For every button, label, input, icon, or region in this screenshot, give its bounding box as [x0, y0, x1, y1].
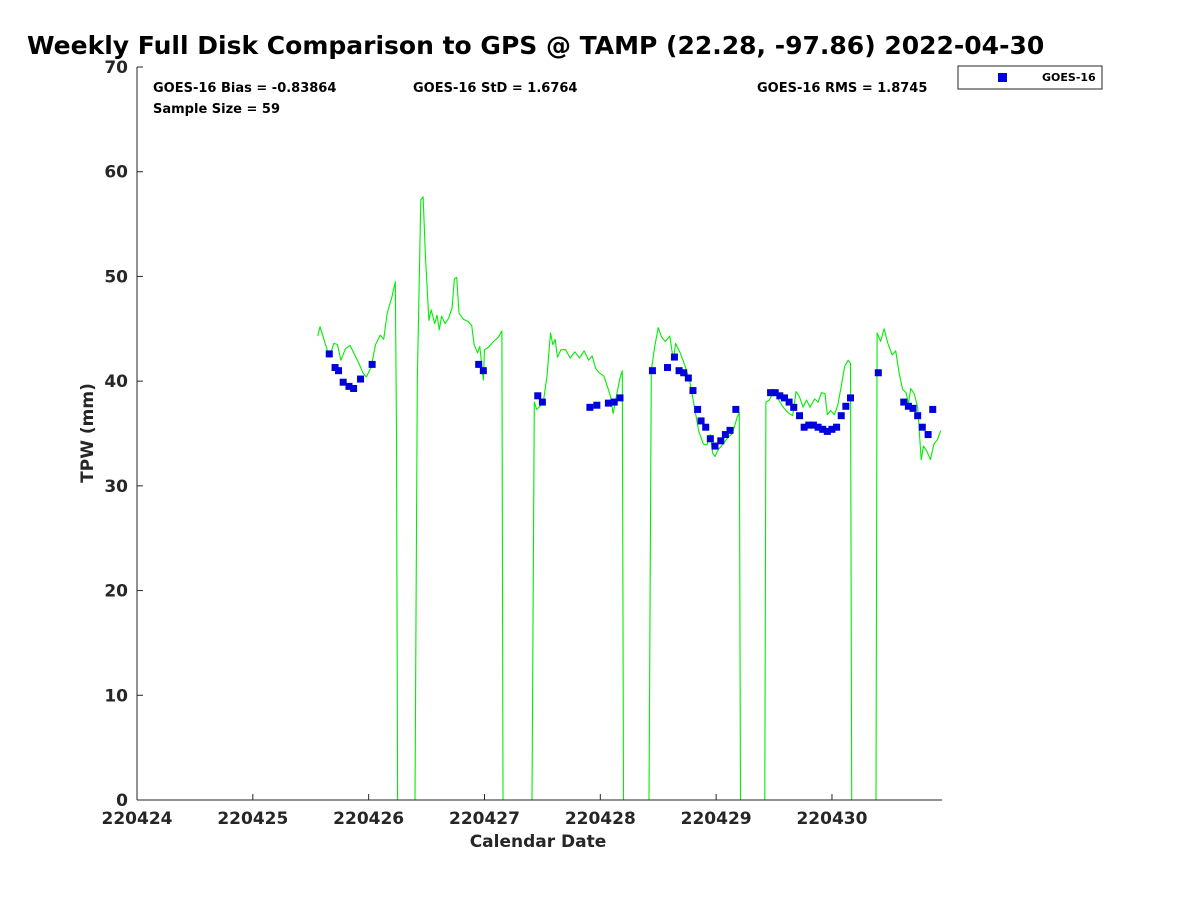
goes-data-point: [586, 403, 594, 411]
goes-data-point: [842, 402, 850, 410]
goes-data-point: [800, 423, 808, 431]
goes-data-point: [914, 412, 922, 420]
chart-title: Weekly Full Disk Comparison to GPS @ TAM…: [27, 31, 1044, 60]
goes-data-point: [616, 394, 624, 402]
goes-data-point: [593, 401, 601, 409]
goes-data-point: [819, 425, 827, 433]
goes-data-point: [790, 403, 798, 411]
goes-data-point: [767, 389, 775, 397]
legend: GOES-16: [957, 65, 1103, 90]
goes-data-point: [805, 421, 813, 429]
goes-series-layer: [325, 350, 937, 450]
goes-data-point: [538, 398, 546, 406]
goes-data-point: [670, 353, 678, 361]
goes-data-point: [924, 431, 932, 439]
x-tick-label: 220425: [217, 809, 288, 829]
plot-area: [137, 67, 942, 800]
goes-data-point: [702, 423, 710, 431]
legend-box: [957, 65, 1103, 90]
goes-data-point: [732, 405, 740, 413]
y-tick-label: 0: [116, 791, 128, 811]
goes-data-point: [909, 404, 917, 412]
goes-data-point: [689, 387, 697, 395]
goes-data-point: [325, 350, 333, 358]
x-tick-label: 220427: [449, 809, 520, 829]
goes-data-point: [721, 431, 729, 439]
goes-data-point: [368, 360, 376, 368]
goes-data-point: [726, 426, 734, 434]
goes-data-point: [780, 394, 788, 402]
goes-data-point: [711, 442, 719, 450]
y-tick-label: 50: [104, 267, 128, 287]
goes-data-point: [339, 378, 347, 386]
goes-data-point: [846, 394, 854, 402]
x-tick-label: 220428: [565, 809, 636, 829]
y-tick-labels: 0 10 20 30 40 50 60 70: [104, 58, 128, 811]
legend-label-goes: GOES-16: [1042, 71, 1096, 84]
goes-data-point: [697, 417, 705, 425]
goes-data-point: [904, 402, 912, 410]
goes-data-point: [706, 435, 714, 443]
std-stat: GOES-16 StD = 1.6764: [413, 81, 577, 96]
goes-data-point: [874, 369, 882, 377]
goes-data-point: [771, 389, 779, 397]
x-tick-label: 220429: [681, 809, 752, 829]
y-tick-label: 20: [104, 582, 128, 602]
goes-data-point: [680, 369, 688, 377]
x-axis-label: Calendar Date: [470, 832, 607, 852]
y-tick-label: 40: [104, 372, 128, 392]
goes-data-point: [694, 405, 702, 413]
goes-data-point: [837, 412, 845, 420]
goes-data-point: [335, 367, 343, 375]
legend-marker-goes: [998, 73, 1007, 82]
y-tick-label: 10: [104, 686, 128, 706]
goes-data-point: [823, 427, 831, 435]
goes-data-point: [796, 412, 804, 420]
goes-data-point: [776, 392, 784, 400]
goes-data-point: [610, 398, 618, 406]
goes-data-point: [684, 374, 692, 382]
goes-data-point: [717, 437, 725, 445]
goes-data-point: [809, 421, 817, 429]
x-tick-labels: 220424 220425 220426 220427 220428 220429 2204…: [102, 809, 868, 829]
y-tick-label: 30: [104, 477, 128, 497]
x-tick-label: 220430: [796, 809, 867, 829]
goes-data-point: [814, 423, 822, 431]
goes-data-point: [648, 367, 656, 375]
goes-data-point: [534, 392, 542, 400]
y-tick-label: 70: [104, 58, 128, 78]
rms-stat: GOES-16 RMS = 1.8745: [757, 81, 927, 96]
bias-stat: GOES-16 Bias = -0.83864: [153, 81, 336, 96]
goes-data-point: [785, 398, 793, 406]
y-axis-label: TPW (mm): [78, 383, 98, 483]
goes-data-point: [604, 399, 612, 407]
goes-data-point: [475, 360, 483, 368]
x-tick-label: 220424: [102, 809, 173, 829]
goes-data-point: [929, 405, 937, 413]
goes-data-point: [350, 384, 358, 392]
goes-data-point: [828, 425, 836, 433]
goes-data-point: [918, 423, 926, 431]
sample-size-stat: Sample Size = 59: [153, 102, 280, 117]
goes-data-point: [345, 382, 353, 390]
x-tick-label: 220426: [333, 809, 404, 829]
goes-data-point: [663, 364, 671, 372]
goes-data-point: [675, 367, 683, 375]
goes-data-point: [479, 367, 487, 375]
goes-data-point: [833, 423, 841, 431]
y-tick-label: 60: [104, 163, 128, 183]
goes-data-point: [357, 375, 365, 383]
axis-ticks: [136, 66, 833, 801]
goes-data-point: [900, 398, 908, 406]
